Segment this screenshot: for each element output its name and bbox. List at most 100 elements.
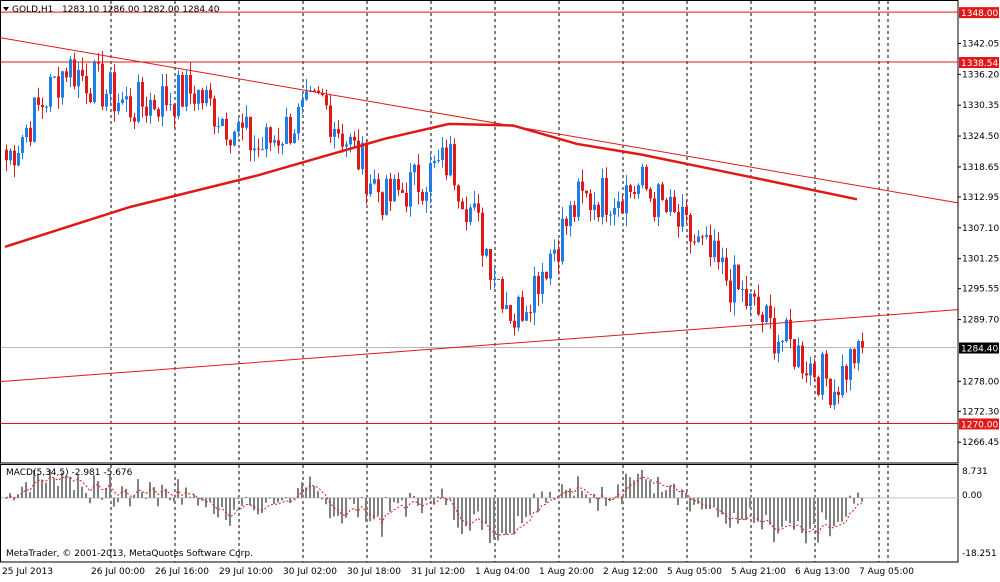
candle-bear: [401, 189, 404, 193]
candle-bull: [533, 275, 536, 313]
macd-histogram-bar: [565, 489, 567, 498]
macd-histogram-bar: [713, 497, 715, 507]
macd-tick-min: -18.251: [962, 549, 997, 559]
macd-histogram-bar: [393, 497, 395, 503]
candle-bull: [473, 203, 476, 208]
macd-histogram-bar: [629, 477, 631, 498]
candle-bear: [357, 140, 360, 170]
candle-bear: [853, 349, 856, 364]
macd-histogram-bar: [125, 488, 127, 498]
candle-bull: [765, 305, 768, 322]
macd-histogram-bar: [837, 497, 839, 522]
candle-bull: [273, 140, 276, 143]
macd-histogram-bar: [273, 497, 275, 504]
macd-histogram-bar: [637, 473, 639, 498]
macd-histogram-bar: [613, 497, 615, 499]
macd-histogram-bar: [781, 497, 783, 528]
candle-bull: [609, 214, 612, 216]
candle-bull: [149, 99, 152, 116]
macd-histogram-bar: [657, 476, 659, 498]
macd-histogram-bar: [481, 497, 483, 531]
y-tick-label: 1266.45: [962, 438, 999, 448]
current-price-tag: [959, 342, 999, 354]
macd-histogram-bar: [237, 497, 239, 500]
macd-histogram-bar: [585, 494, 587, 498]
candle-bear: [685, 206, 688, 215]
candle-bear: [801, 345, 804, 374]
candle-bear: [381, 192, 384, 216]
candle-bear: [225, 118, 228, 140]
macd-histogram-bar: [197, 497, 199, 506]
macd-histogram-bar: [57, 485, 59, 498]
macd-histogram-bar: [733, 497, 735, 513]
macd-histogram-bar: [717, 497, 719, 518]
candle-bull: [561, 218, 564, 262]
candle-bear: [41, 104, 44, 108]
candle-bull: [233, 131, 236, 146]
candle-bull: [125, 96, 128, 100]
candle-bear: [521, 296, 524, 321]
macd-histogram-bar: [241, 497, 243, 506]
macd-histogram-bar: [205, 497, 207, 508]
macd-histogram-bar: [353, 497, 355, 504]
candle-bear: [465, 209, 468, 223]
macd-histogram-bar: [193, 494, 195, 498]
macd-histogram-bar: [789, 497, 791, 524]
macd-histogram-bar: [33, 470, 35, 498]
dropdown-triangle-icon[interactable]: [3, 7, 9, 11]
candle-bear: [501, 278, 504, 310]
macd-histogram-bar: [773, 497, 775, 543]
macd-histogram-bar: [73, 489, 75, 498]
macd-histogram-bar: [113, 497, 115, 507]
macd-histogram-bar: [525, 497, 527, 517]
candle-bear: [193, 93, 196, 104]
level-price-tag: [959, 7, 999, 19]
candle-bear: [73, 59, 76, 87]
macd-histogram-bar: [257, 497, 259, 515]
macd-histogram-bar: [13, 497, 15, 501]
macd-histogram-bar: [385, 497, 387, 499]
macd-histogram-bar: [509, 497, 511, 533]
candle-bear: [545, 271, 548, 279]
candle-bull: [61, 71, 64, 98]
macd-histogram-bar: [137, 479, 139, 498]
x-tick-label: 26 Jul 16:00: [155, 567, 209, 577]
macd-histogram-bar: [513, 497, 515, 535]
candle-bear: [397, 179, 400, 190]
macd-histogram-bar: [345, 497, 347, 518]
candle-bear: [29, 127, 32, 142]
macd-histogram-bar: [245, 496, 247, 498]
macd-histogram-bar: [813, 497, 815, 525]
candle-bear: [661, 184, 664, 200]
candle-bear: [37, 97, 40, 105]
macd-histogram-bar: [589, 497, 591, 504]
macd-histogram-bar: [477, 497, 479, 512]
candle-bull: [253, 148, 256, 151]
candle-bull: [285, 116, 288, 144]
candle-bull: [437, 160, 440, 162]
macd-histogram-bar: [765, 497, 767, 515]
macd-histogram-bar: [65, 475, 67, 498]
macd-histogram-bar: [729, 497, 731, 528]
candle-bear: [421, 192, 424, 201]
macd-histogram-bar: [541, 491, 543, 498]
candle-bear: [481, 212, 484, 256]
candle-bear: [249, 116, 252, 151]
macd-histogram-bar: [465, 497, 467, 527]
macd-histogram-bar: [405, 497, 407, 517]
macd-histogram-bar: [85, 493, 87, 498]
candle-bear: [589, 193, 592, 211]
macd-histogram-bar: [309, 476, 311, 498]
macd-histogram-bar: [189, 496, 191, 498]
macd-histogram-bar: [293, 497, 295, 499]
macd-histogram-bar: [457, 497, 459, 528]
candle-bull: [433, 160, 436, 164]
macd-histogram-bar: [797, 497, 799, 522]
candle-bear: [165, 86, 168, 106]
macd-histogram-bar: [45, 482, 47, 498]
candle-bear: [817, 377, 820, 395]
macd-histogram-bar: [97, 481, 99, 498]
candle-bear: [241, 122, 244, 128]
